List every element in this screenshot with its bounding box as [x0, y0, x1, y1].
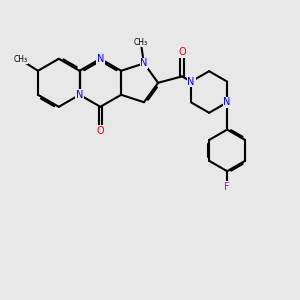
Text: F: F	[224, 182, 230, 192]
Text: N: N	[76, 90, 83, 100]
Text: N: N	[188, 76, 195, 87]
Text: CH₃: CH₃	[13, 55, 28, 64]
Text: CH₃: CH₃	[134, 38, 148, 47]
Text: O: O	[97, 126, 104, 136]
Text: N: N	[140, 58, 148, 68]
Text: O: O	[178, 47, 186, 57]
Text: N: N	[97, 54, 104, 64]
Text: N: N	[224, 98, 231, 107]
